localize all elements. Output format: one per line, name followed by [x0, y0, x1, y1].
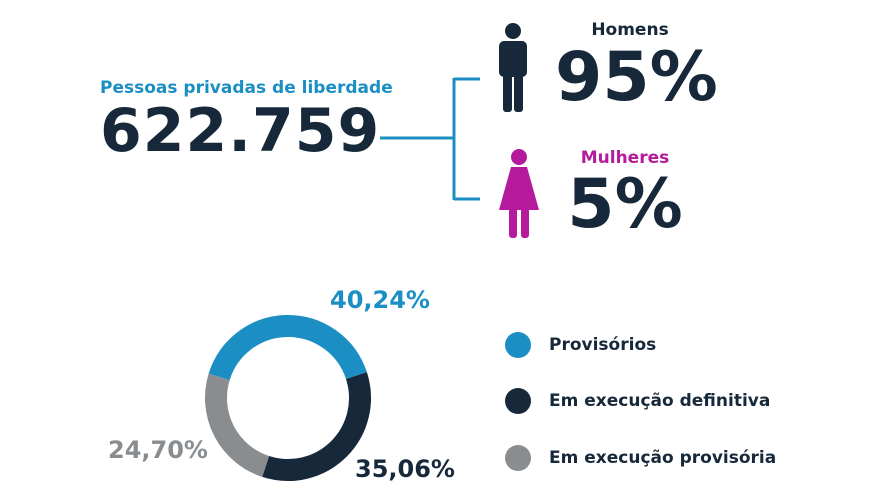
donut-slice-provisorios [208, 315, 367, 381]
data-label-execucao-provisoria: 24,70% [108, 436, 208, 464]
legend-label: Em execução provisória [549, 448, 777, 468]
men-label: Homens [591, 20, 669, 40]
men-value: 95% [555, 38, 718, 117]
donut-slice-definitiva [262, 372, 371, 481]
legend-swatch [505, 445, 531, 471]
legend-swatch [505, 388, 531, 414]
data-label-provisorios: 40,24% [330, 286, 430, 314]
bracket-connector [380, 77, 480, 201]
total-value: 622.759 [100, 96, 381, 166]
legend-swatch [505, 332, 531, 358]
man-icon [499, 23, 527, 112]
legend-label: Em execução definitiva [549, 391, 771, 411]
woman-icon [499, 149, 539, 238]
data-label-definitiva: 35,06% [355, 455, 455, 483]
women-value: 5% [567, 165, 683, 244]
donut-chart [205, 315, 371, 481]
legend-label: Provisórios [549, 335, 657, 355]
donut-slice-execucao-provisoria [205, 373, 270, 477]
women-label: Mulheres [580, 148, 670, 168]
total-label: Pessoas privadas de liberdade [100, 78, 393, 98]
